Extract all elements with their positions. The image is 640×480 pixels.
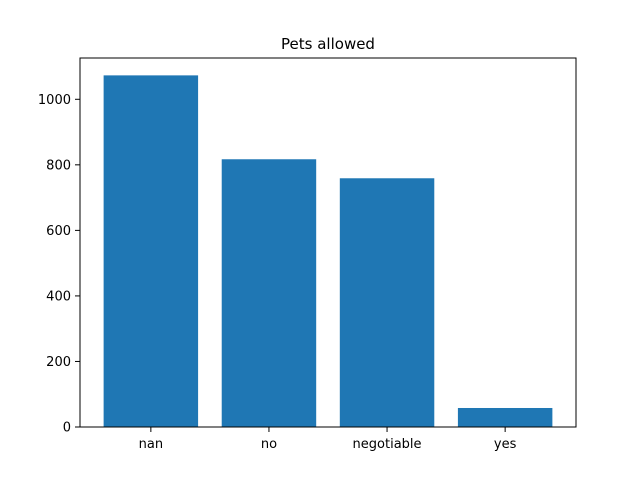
- x-tick-label: no: [261, 437, 277, 452]
- bars-group: [103, 75, 553, 427]
- y-axis: 0 200 400 600 800 1000: [38, 93, 80, 436]
- y-tick-label: 800: [46, 158, 71, 173]
- x-tick-label: nan: [139, 437, 163, 452]
- plot-frame: [79, 57, 577, 428]
- y-tick-label: 0: [63, 421, 71, 436]
- x-tick-label: negotiable: [353, 437, 422, 452]
- y-tick-label: 400: [46, 289, 71, 304]
- y-tick-label: 200: [46, 355, 71, 370]
- chart-title: Pets allowed: [281, 35, 375, 53]
- bar-nan: [103, 75, 199, 427]
- x-axis: nan no negotiable yes: [139, 427, 517, 452]
- bar-no: [221, 159, 317, 427]
- bar-negotiable: [339, 178, 435, 427]
- y-tick-label: 600: [46, 224, 71, 239]
- bar-yes: [457, 407, 553, 427]
- y-tick-label: 1000: [38, 93, 71, 108]
- x-tick-label: yes: [494, 437, 517, 452]
